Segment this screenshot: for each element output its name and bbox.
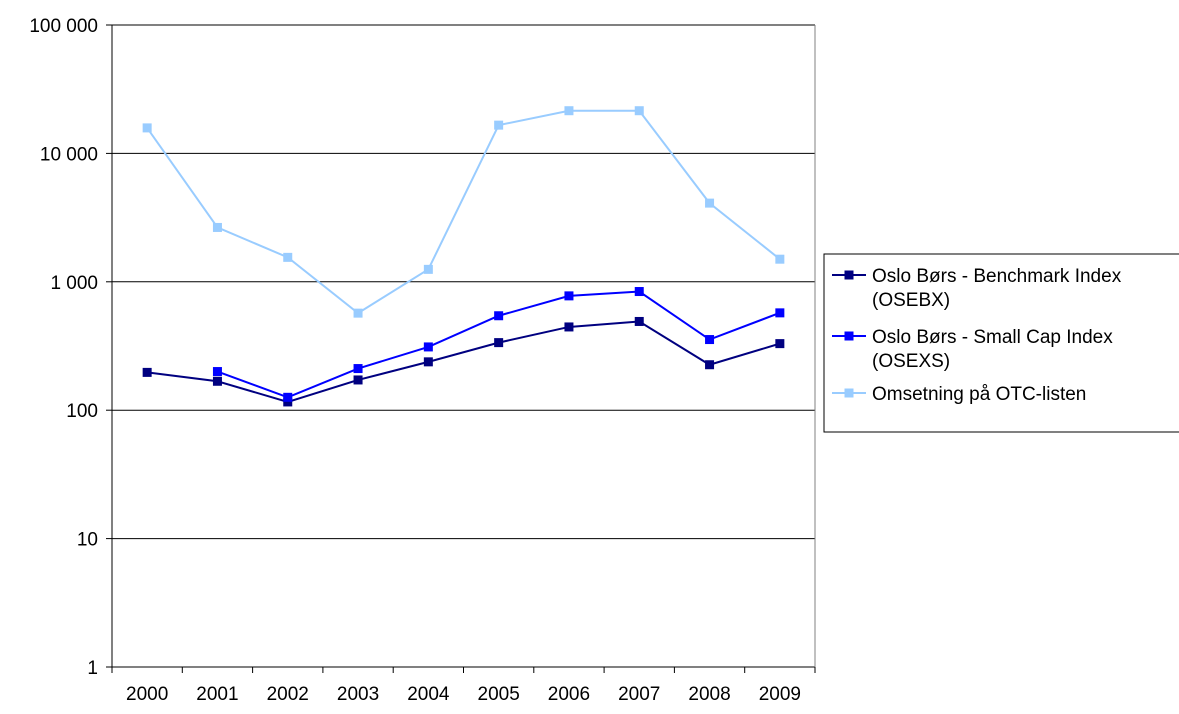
data-point [775, 308, 785, 318]
y-tick-label: 10 000 [40, 144, 98, 165]
x-tick-label: 2006 [548, 684, 590, 705]
data-point [283, 397, 293, 407]
y-tick-label: 1 000 [50, 273, 98, 294]
series-line [147, 320, 781, 403]
x-tick-label: 2009 [759, 684, 801, 705]
y-tick-label: 1 [87, 658, 98, 679]
data-point [494, 311, 504, 321]
series-line [146, 109, 781, 315]
y-tick-labels: 1 10 100 1 000 10 000 100 000 [29, 16, 98, 679]
data-point [705, 335, 715, 345]
data-point [212, 367, 222, 377]
legend-entry-2: Oslo Børs - Small Cap Index (OSEXS) [832, 327, 1113, 372]
data-point [775, 254, 785, 264]
legend-entry-1: Oslo Børs - Benchmark Index (OSEBX) [832, 266, 1122, 311]
legend-marker [844, 331, 854, 341]
data-point [494, 120, 504, 130]
data-point [634, 316, 644, 326]
data-point [564, 106, 574, 116]
y-tick-label: 100 000 [29, 16, 98, 37]
x-tick-label: 2005 [478, 684, 520, 705]
legend-label: (OSEBX) [872, 290, 950, 311]
legend-box [823, 253, 1179, 433]
data-point [423, 264, 433, 274]
legend: Oslo Børs - Benchmark Index(OSEBX)Oslo B… [823, 253, 1179, 433]
data-point [564, 291, 574, 301]
x-tick-label: 2007 [618, 684, 660, 705]
series-2 [212, 287, 785, 402]
data-point [705, 360, 715, 370]
data-point [142, 123, 152, 133]
series-1 [142, 316, 785, 407]
legend-label: (OSEXS) [872, 351, 950, 372]
legend-marker [844, 270, 854, 280]
data-point [634, 287, 644, 297]
data-point [283, 252, 293, 262]
data-point [142, 367, 152, 377]
y-tick-label: 100 [66, 401, 98, 422]
x-tick-label: 2008 [688, 684, 730, 705]
axes [106, 24, 816, 673]
series-3 [142, 106, 785, 318]
x-tick-label: 2004 [407, 684, 450, 705]
x-tick-label: 2003 [337, 684, 379, 705]
data-point [353, 364, 363, 374]
data-point [423, 357, 433, 367]
data-point [212, 222, 222, 232]
plot-area [112, 25, 815, 667]
series-group [142, 106, 785, 407]
data-point [423, 342, 433, 352]
data-point [705, 198, 715, 208]
y-tick-label: 10 [77, 530, 98, 551]
data-point [564, 322, 574, 332]
legend-label: Oslo Børs - Small Cap Index [872, 327, 1113, 348]
data-point [283, 392, 293, 402]
x-tick-label: 2002 [267, 684, 309, 705]
legend-marker [844, 388, 854, 398]
data-point [494, 338, 504, 348]
x-tick-label: 2001 [196, 684, 238, 705]
legend-label: Oslo Børs - Benchmark Index [872, 266, 1122, 287]
x-tick-labels: 2000 2001 2002 2003 2004 2005 2006 2007 2008 2009 [126, 684, 801, 705]
gridlines [112, 24, 815, 540]
data-point [212, 376, 222, 386]
data-point [353, 375, 363, 385]
legend-entry-3: Omsetning på OTC-listen [832, 384, 1086, 405]
x-tick-label: 2000 [126, 684, 168, 705]
legend-label: Omsetning på OTC-listen [872, 384, 1086, 405]
data-point [634, 106, 644, 116]
data-point [353, 308, 363, 318]
data-point [775, 339, 785, 349]
